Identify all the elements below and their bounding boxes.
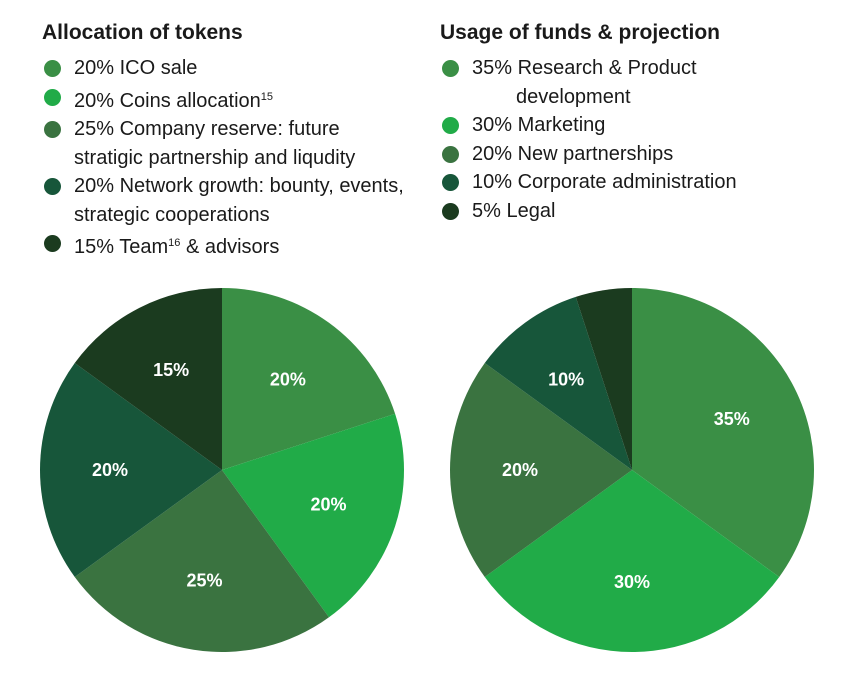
allocation-slice-1 bbox=[222, 413, 404, 618]
legend-dot bbox=[44, 60, 61, 77]
legend-label-continued: strategic cooperations bbox=[74, 203, 270, 226]
legend-label: 20% New partnerships bbox=[472, 142, 674, 165]
funds-slice-4 bbox=[575, 288, 632, 470]
allocation-slice-0 bbox=[222, 288, 396, 470]
legend-label: 20% Coins allocation bbox=[74, 89, 261, 112]
allocation-slice-3 bbox=[39, 363, 222, 577]
legend-item-legal: 5% Legal bbox=[440, 197, 840, 226]
legend-item-marketing: 30% Marketing bbox=[440, 111, 840, 140]
legend-dot bbox=[44, 178, 61, 195]
allocation-pie-chart: 20% 20% 25% 20% 15% bbox=[39, 288, 404, 652]
funds-slice-label-2: 20% bbox=[502, 460, 538, 480]
legend-item-coins-allocation: 20% Coins allocation15 bbox=[42, 83, 442, 116]
allocation-slice-2 bbox=[74, 470, 329, 652]
legend-dot bbox=[44, 88, 61, 106]
legend-label-continued: stratigic partnership and liqudity bbox=[74, 146, 356, 169]
allocation-legend-panel: Allocation of tokens 20% ICO sale 20% Co… bbox=[42, 20, 442, 262]
allocation-slice-label-1: 20% bbox=[311, 495, 347, 515]
legend-label: 30% Marketing bbox=[472, 114, 606, 136]
legend-label: 25% Company reserve: future bbox=[74, 118, 340, 140]
funds-legend: 35% Research & Product development 30% M… bbox=[440, 54, 840, 225]
legend-item-company-reserve: 25% Company reserve: future stratigic pa… bbox=[42, 115, 442, 172]
allocation-slice-label-0: 20% bbox=[270, 369, 306, 389]
legend-dot bbox=[44, 235, 61, 252]
legend-item-ico-sale: 20% ICO sale bbox=[42, 54, 442, 83]
legend-label: 5% Legal bbox=[472, 199, 556, 222]
funds-slice-2 bbox=[450, 363, 632, 577]
legend-dot bbox=[442, 117, 459, 134]
funds-slice-3 bbox=[484, 296, 632, 470]
legend-item-corporate-admin: 10% Corporate administration bbox=[440, 168, 840, 197]
allocation-title: Allocation of tokens bbox=[42, 21, 243, 44]
allocation-slice-label-2: 25% bbox=[186, 571, 222, 591]
legend-dot bbox=[442, 145, 459, 163]
legend-label: 15% Team bbox=[74, 236, 169, 258]
footnote-ref: 16 bbox=[168, 237, 181, 249]
legend-dot bbox=[44, 121, 61, 138]
allocation-slice-4 bbox=[74, 288, 222, 470]
legend-label-continued: development bbox=[516, 85, 631, 108]
legend-item-team-advisors: 15% Team16 & advisors bbox=[42, 229, 442, 262]
funds-slice-label-0: 35% bbox=[714, 409, 750, 429]
legend-dot bbox=[442, 202, 459, 220]
legend-dot bbox=[442, 60, 459, 77]
allocation-slice-label-4: 15% bbox=[153, 360, 189, 380]
legend-item-research: 35% Research & Product development bbox=[440, 54, 840, 111]
funds-slice-label-3: 10% bbox=[548, 369, 584, 389]
legend-label: 20% Network growth: bounty, events, bbox=[74, 175, 404, 197]
funds-pie-chart: 35% 30% 20% 10% bbox=[450, 288, 815, 652]
allocation-slice-label-3: 20% bbox=[92, 460, 128, 480]
footnote-ref: 15 bbox=[260, 90, 274, 103]
allocation-legend: 20% ICO sale 20% Coins allocation15 25% … bbox=[42, 54, 442, 262]
funds-slice-0 bbox=[632, 288, 815, 577]
legend-item-partnerships: 20% New partnerships bbox=[440, 140, 840, 169]
legend-label: 35% Research & Product bbox=[472, 57, 697, 79]
funds-slice-label-1: 30% bbox=[614, 572, 650, 592]
legend-label-rest: & advisors bbox=[180, 236, 280, 258]
funds-legend-panel: Usage of funds & projection 35% Research… bbox=[440, 20, 840, 225]
legend-label: 20% ICO sale bbox=[74, 57, 198, 79]
legend-dot bbox=[442, 174, 459, 191]
funds-title: Usage of funds & projection bbox=[440, 21, 721, 44]
funds-slice-1 bbox=[484, 470, 780, 652]
legend-label: 10% Corporate administration bbox=[472, 171, 737, 193]
legend-item-network-growth: 20% Network growth: bounty, events, stra… bbox=[42, 172, 442, 229]
